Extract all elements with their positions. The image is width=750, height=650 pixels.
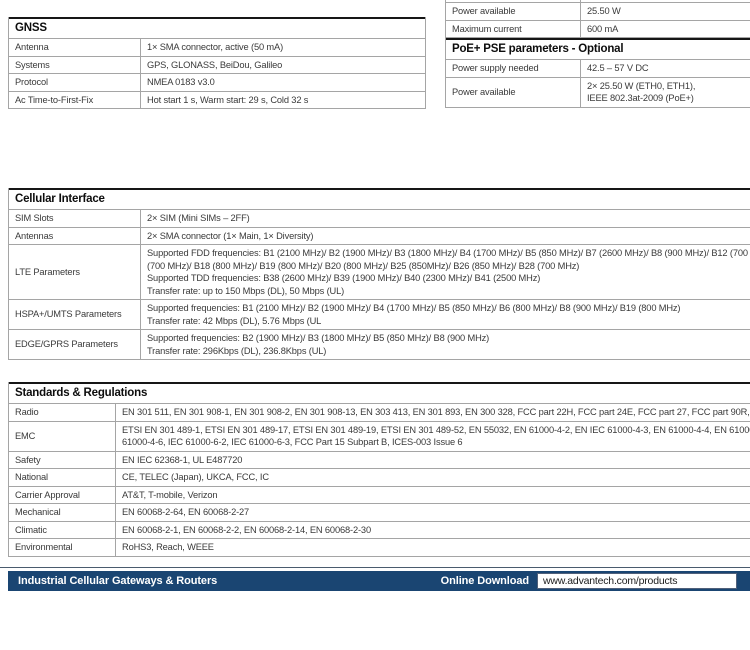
table-row-clipped [446, 0, 750, 3]
table-row: Climatic EN 60068-2-1, EN 60068-2-2, EN … [9, 521, 750, 539]
row-label: SIM Slots [9, 210, 141, 227]
row-value: 25.50 W [587, 6, 621, 16]
table-row: Carrier Approval AT&T, T-mobile, Verizon [9, 486, 750, 504]
table-row: SIM Slots 2× SIM (Mini SIMs – 2FF) [9, 210, 750, 228]
row-label: Antennas [9, 227, 141, 244]
row-value: CE, TELEC (Japan), UKCA, FCC, IC [122, 472, 269, 482]
table-row: Safety EN IEC 62368-1, UL E487720 [9, 451, 750, 469]
online-download-label: Online Download [440, 575, 529, 587]
table-row: EMC ETSI EN 301 489-1, ETSI EN 301 489-1… [9, 421, 750, 452]
table-header: Cellular Interface [9, 188, 750, 210]
table-row: LTE Parameters Supported FDD frequencies… [9, 245, 750, 300]
table-row: Antenna 1× SMA connector, active (50 mA) [9, 39, 425, 57]
table-header: Standards & Regulations [9, 382, 750, 404]
table-row: Ac Time-to-First-Fix Hot start 1 s, Warm… [9, 91, 425, 109]
row-label: LTE Parameters [9, 245, 141, 299]
row-label: HSPA+/UMTS Parameters [9, 300, 141, 329]
row-value: Supported FDD frequencies: B1 (2100 MHz)… [147, 248, 748, 296]
power-table: Power available 25.50 W Maximum current … [445, 0, 750, 108]
row-value: 2× SIM (Mini SIMs – 2FF) [147, 213, 250, 223]
standards-table: Standards & Regulations Radio EN 301 511… [8, 382, 750, 557]
row-label: Antenna [9, 39, 141, 56]
table-header: GNSS [9, 17, 425, 39]
row-label: Ac Time-to-First-Fix [9, 91, 141, 108]
row-label: Power available [446, 77, 581, 107]
table-row: National CE, TELEC (Japan), UKCA, FCC, I… [9, 469, 750, 487]
row-value: Hot start 1 s, Warm start: 29 s, Cold 32… [147, 94, 309, 105]
row-label: National [9, 469, 116, 486]
table-row: Power available 25.50 W [446, 3, 750, 21]
row-value: ETSI EN 301 489-1, ETSI EN 301 489-17, E… [122, 424, 750, 448]
row-value: 1× SMA connector, active (50 mA) [147, 42, 284, 52]
table-row: HSPA+/UMTS Parameters Supported frequenc… [9, 300, 750, 330]
row-label: Mechanical [9, 504, 116, 521]
row-label: EDGE/GPRS Parameters [9, 330, 141, 359]
table-row: Power available 2× 25.50 W (ETH0, ETH1),… [446, 77, 750, 108]
row-value: NMEA 0183 v3.0 [147, 77, 215, 87]
row-value: 600 mA [587, 23, 619, 34]
row-value: RoHS3, Reach, WEEE [122, 542, 214, 552]
row-label: Carrier Approval [9, 486, 116, 503]
row-value: 2× 25.50 W (ETH0, ETH1), IEEE 802.3at-20… [587, 80, 696, 104]
row-label: Power available [446, 3, 581, 20]
download-url-box[interactable]: www.advantech.com/products [537, 573, 737, 589]
table-row: Protocol NMEA 0183 v3.0 [9, 74, 425, 92]
row-label: Safety [9, 451, 116, 468]
row-value: EN 60068-2-1, EN 60068-2-2, EN 60068-2-1… [122, 524, 371, 535]
row-value: Supported frequencies: B2 (1900 MHz)/ B3… [147, 333, 490, 356]
table-row: Mechanical EN 60068-2-64, EN 60068-2-27 [9, 504, 750, 522]
table-row: EDGE/GPRS Parameters Supported frequenci… [9, 330, 750, 360]
cellular-table: Cellular Interface SIM Slots 2× SIM (Min… [8, 188, 750, 360]
row-label: Maximum current [446, 20, 581, 37]
row-value: 2× SMA connector (1× Main, 1× Diversity) [147, 230, 314, 241]
table-row: Maximum current 600 mA [446, 20, 750, 38]
row-value: Supported frequencies: B1 (2100 MHz)/ B2… [147, 303, 681, 326]
row-label: Systems [9, 56, 141, 73]
row-label: Climatic [9, 521, 116, 538]
row-value: AT&T, T-mobile, Verizon [122, 489, 218, 500]
row-value [581, 0, 750, 2]
row-label: Protocol [9, 74, 141, 91]
row-label: Power supply needed [446, 60, 581, 77]
footer-title: Industrial Cellular Gateways & Routers [18, 575, 218, 587]
download-url-link[interactable]: www.advantech.com/products [543, 575, 678, 587]
row-value: EN 60068-2-64, EN 60068-2-27 [122, 507, 250, 517]
row-label: Radio [9, 404, 116, 421]
gnss-table: GNSS Antenna 1× SMA connector, active (5… [8, 17, 426, 109]
table-row: Antennas 2× SMA connector (1× Main, 1× D… [9, 227, 750, 245]
row-label [446, 0, 581, 2]
table-row: Radio EN 301 511, EN 301 908-1, EN 301 9… [9, 404, 750, 422]
section-header: PoE+ PSE parameters - Optional [446, 38, 750, 60]
row-value: EN 301 511, EN 301 908-1, EN 301 908-2, … [122, 407, 750, 417]
footer-bar: Industrial Cellular Gateways & Routers O… [8, 571, 750, 591]
row-value: GPS, GLONASS, BeiDou, Galileo [147, 59, 283, 70]
row-label: Environmental [9, 539, 116, 556]
row-value: 42.5 – 57 V DC [587, 63, 649, 73]
footer-rule [0, 567, 750, 568]
table-row: Power supply needed 42.5 – 57 V DC [446, 60, 750, 78]
row-value: EN IEC 62368-1, UL E487720 [122, 454, 243, 465]
row-label: EMC [9, 421, 116, 451]
table-row: Environmental RoHS3, Reach, WEEE [9, 539, 750, 557]
table-row: Systems GPS, GLONASS, BeiDou, Galileo [9, 56, 425, 74]
